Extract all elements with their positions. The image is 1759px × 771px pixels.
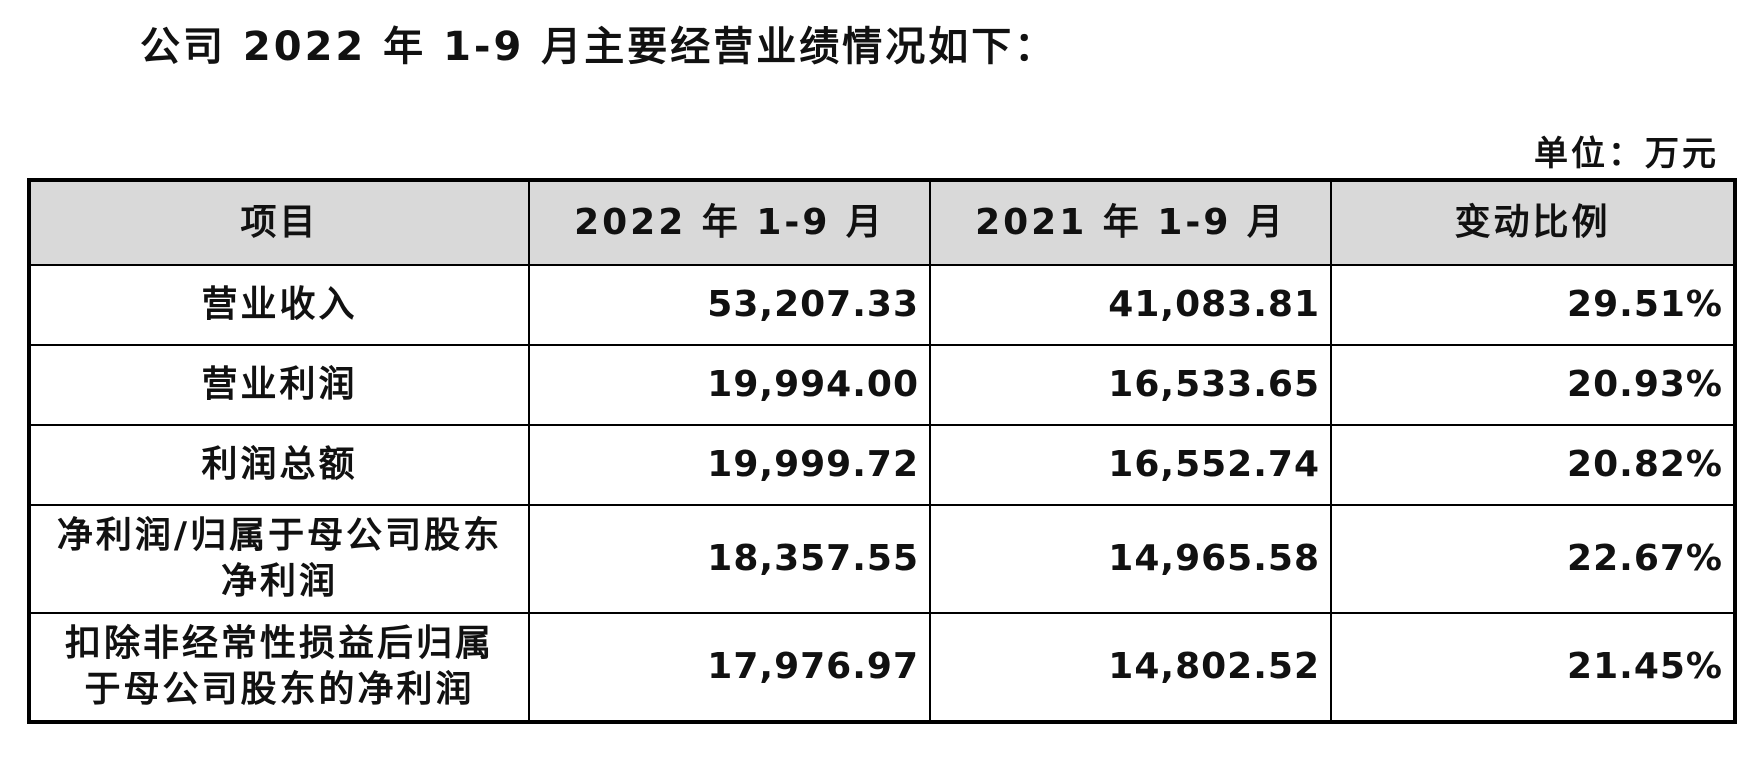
row-label: 营业收入 [28, 264, 530, 346]
value-cell: 53,207.33 [528, 264, 931, 346]
value-cell: 21.45% [1330, 612, 1736, 723]
header-cell: 2022 年 1-9 月 [528, 179, 931, 266]
value-cell: 19,999.72 [528, 424, 931, 506]
row-label: 净利润/归属于母公司股东净利润 [28, 504, 530, 614]
value-cell: 22.67% [1330, 504, 1736, 614]
table-row: 净利润/归属于母公司股东净利润 18,357.55 14,965.58 22.67% [28, 504, 1736, 614]
table-row: 利润总额 19,999.72 16,552.74 20.82% [28, 424, 1736, 506]
value-cell: 17,976.97 [528, 612, 931, 723]
header-cell: 项目 [28, 179, 530, 266]
performance-table: 项目 2022 年 1-9 月 2021 年 1-9 月变动比例 营业收入 53,20… [27, 178, 1737, 724]
value-cell: 16,552.74 [929, 424, 1332, 506]
value-cell: 19,994.00 [528, 344, 931, 426]
title: 公司 2022 年 1-9 月主要经营业绩情况如下： [140, 24, 1058, 70]
header-row: 项目 2022 年 1-9 月 2021 年 1-9 月变动比例 [28, 179, 1736, 266]
table-row: 扣除非经常性损益后归属于母公司股东的净利润 17,976.97 14,802.52 2… [28, 612, 1736, 723]
header-cell: 变动比例 [1330, 179, 1736, 266]
value-cell: 29.51% [1330, 264, 1736, 346]
table-row: 营业利润 19,994.00 16,533.65 20.93% [28, 344, 1736, 426]
value-cell: 14,965.58 [929, 504, 1332, 614]
row-label: 营业利润 [28, 344, 530, 426]
value-cell: 16,533.65 [929, 344, 1332, 426]
row-label: 利润总额 [28, 424, 530, 506]
header-cell: 2021 年 1-9 月 [929, 179, 1332, 266]
value-cell: 20.82% [1330, 424, 1736, 506]
unit-note: 单位：万元 [1534, 134, 1719, 174]
row-label: 扣除非经常性损益后归属于母公司股东的净利润 [28, 612, 530, 723]
value-cell: 14,802.52 [929, 612, 1332, 723]
value-cell: 41,083.81 [929, 264, 1332, 346]
table-body: 营业收入 53,207.33 41,083.81 29.51% 营业利润 19,994.0… [28, 264, 1736, 723]
table-row: 营业收入 53,207.33 41,083.81 29.51% [28, 264, 1736, 346]
value-cell: 20.93% [1330, 344, 1736, 426]
value-cell: 18,357.55 [528, 504, 931, 614]
